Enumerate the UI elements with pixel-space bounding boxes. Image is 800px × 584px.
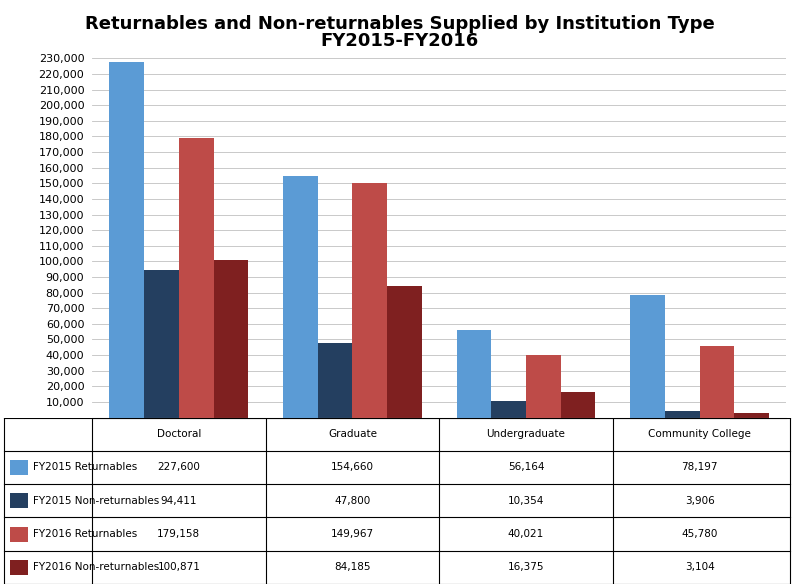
Text: 227,600: 227,600: [158, 463, 200, 472]
FancyBboxPatch shape: [10, 460, 28, 475]
FancyBboxPatch shape: [10, 493, 28, 508]
Bar: [387, 286, 422, 418]
Bar: [144, 270, 179, 418]
FancyBboxPatch shape: [10, 527, 28, 541]
Bar: [457, 330, 491, 418]
FancyBboxPatch shape: [10, 560, 28, 575]
Text: FY2015 Non-returnables: FY2015 Non-returnables: [33, 496, 159, 506]
Text: Doctoral: Doctoral: [157, 429, 201, 439]
Bar: [110, 62, 144, 418]
Bar: [283, 176, 318, 418]
Bar: [352, 183, 387, 418]
Text: 154,660: 154,660: [331, 463, 374, 472]
Text: 84,185: 84,185: [334, 562, 370, 572]
Text: Returnables and Non-returnables Supplied by Institution Type: Returnables and Non-returnables Supplied…: [85, 15, 715, 33]
Text: Undergraduate: Undergraduate: [486, 429, 566, 439]
Text: 3,906: 3,906: [685, 496, 714, 506]
Text: FY2016 Non-returnables: FY2016 Non-returnables: [33, 562, 159, 572]
Text: 179,158: 179,158: [158, 529, 200, 539]
Text: 78,197: 78,197: [682, 463, 718, 472]
Text: 47,800: 47,800: [334, 496, 370, 506]
Bar: [491, 401, 526, 418]
Bar: [699, 346, 734, 418]
Bar: [734, 413, 769, 418]
Text: 56,164: 56,164: [508, 463, 544, 472]
Bar: [526, 355, 561, 418]
Bar: [214, 260, 248, 418]
Bar: [561, 392, 595, 418]
Bar: [318, 343, 352, 418]
Bar: [665, 412, 699, 418]
Text: FY2016 Returnables: FY2016 Returnables: [33, 529, 137, 539]
Text: FY2015-FY2016: FY2015-FY2016: [321, 32, 479, 50]
Text: 94,411: 94,411: [161, 496, 197, 506]
Bar: [179, 138, 214, 418]
Bar: [630, 296, 665, 418]
Text: 100,871: 100,871: [158, 562, 200, 572]
Text: 40,021: 40,021: [508, 529, 544, 539]
Text: Graduate: Graduate: [328, 429, 377, 439]
Text: 3,104: 3,104: [685, 562, 714, 572]
Text: FY2015 Returnables: FY2015 Returnables: [33, 463, 137, 472]
Text: 16,375: 16,375: [508, 562, 544, 572]
Text: Community College: Community College: [648, 429, 751, 439]
Text: 10,354: 10,354: [508, 496, 544, 506]
Text: 149,967: 149,967: [331, 529, 374, 539]
Text: 45,780: 45,780: [682, 529, 718, 539]
